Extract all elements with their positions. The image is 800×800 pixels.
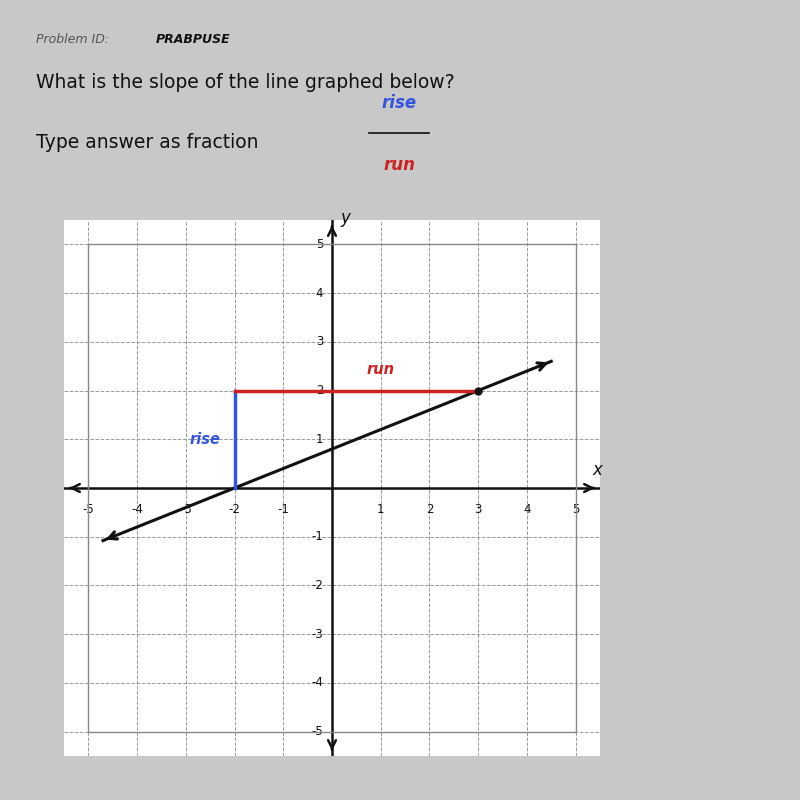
Text: 5: 5 <box>316 238 323 251</box>
Text: Problem ID:: Problem ID: <box>36 33 109 46</box>
Text: 1: 1 <box>377 502 385 516</box>
Text: -4: -4 <box>311 677 323 690</box>
Text: -1: -1 <box>311 530 323 543</box>
Text: -2: -2 <box>311 579 323 592</box>
Text: PRABPUSE: PRABPUSE <box>156 33 230 46</box>
Text: What is the slope of the line graphed below?: What is the slope of the line graphed be… <box>36 74 454 92</box>
Text: -5: -5 <box>82 502 94 516</box>
Text: -3: -3 <box>311 628 323 641</box>
Text: 4: 4 <box>316 286 323 299</box>
Text: run: run <box>383 156 415 174</box>
Text: 2: 2 <box>316 384 323 397</box>
Text: -5: -5 <box>311 725 323 738</box>
Text: y: y <box>341 210 350 227</box>
Text: -1: -1 <box>278 502 290 516</box>
Text: 3: 3 <box>474 502 482 516</box>
Text: rise: rise <box>382 94 417 112</box>
Text: run: run <box>366 362 394 377</box>
Text: x: x <box>593 462 602 479</box>
Text: -2: -2 <box>229 502 241 516</box>
Text: 2: 2 <box>426 502 434 516</box>
Text: Type answer as fraction: Type answer as fraction <box>36 133 258 152</box>
Text: rise: rise <box>190 432 221 446</box>
Text: 1: 1 <box>316 433 323 446</box>
Text: 4: 4 <box>523 502 530 516</box>
Text: 3: 3 <box>316 335 323 348</box>
Text: 5: 5 <box>572 502 579 516</box>
Text: -3: -3 <box>180 502 192 516</box>
Text: -4: -4 <box>131 502 143 516</box>
